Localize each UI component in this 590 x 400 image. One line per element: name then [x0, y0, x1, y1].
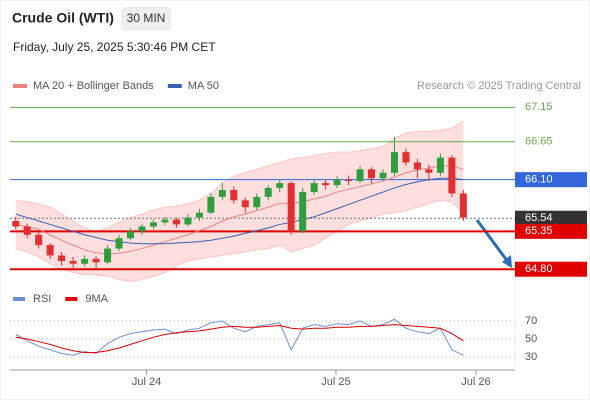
candle-body	[333, 179, 341, 186]
candle-body	[46, 245, 54, 256]
level-label: 65.54	[525, 212, 553, 224]
candle-body	[218, 190, 226, 197]
timestamp: Friday, July 25, 2025 5:30:46 PM CET	[13, 40, 216, 54]
legend-label: RSI	[33, 293, 51, 305]
candle-body	[58, 255, 66, 261]
rsi-tick-label: 50	[525, 333, 537, 345]
x-tick-label: Jul 25	[321, 376, 350, 388]
credit: Research © 2025 Trading Central	[417, 80, 581, 92]
level-label: 66.10	[525, 174, 553, 186]
candle-body	[276, 183, 284, 188]
candle-body	[448, 157, 456, 194]
x-tick-label: Jul 24	[132, 376, 161, 388]
candle-body	[287, 183, 295, 232]
arrow-head	[502, 255, 512, 268]
candle-body	[35, 234, 43, 246]
candle-body	[127, 231, 135, 239]
candle-body	[264, 187, 272, 197]
interval-label[interactable]: 30 MIN	[127, 11, 166, 25]
candle-body	[310, 183, 318, 193]
candle-body	[81, 258, 89, 264]
candle-body	[253, 196, 261, 208]
bollinger-lower	[15, 199, 464, 283]
candle-body	[161, 219, 169, 223]
legend-label: MA 20 + Bollinger Bands	[33, 80, 154, 92]
candle-body	[207, 196, 215, 213]
level-tag	[515, 210, 587, 226]
candle-body	[436, 157, 444, 173]
x-tick-label: Jul 26	[461, 376, 490, 388]
level-tag	[515, 261, 587, 277]
bollinger-upper	[15, 120, 464, 232]
level-label: 67.15	[525, 101, 553, 113]
candle-body	[390, 152, 398, 173]
candle-body	[379, 172, 387, 179]
candle-body	[356, 169, 364, 182]
candle-body	[138, 226, 146, 232]
level-label: 64.80	[525, 263, 553, 275]
candle-body	[172, 219, 180, 225]
bollinger-fill	[15, 121, 464, 282]
candle-body	[230, 190, 238, 201]
level-label: 65.35	[525, 225, 553, 237]
candle-body	[149, 222, 157, 227]
instrument-title: Crude Oil (WTI)	[12, 10, 114, 26]
candle-body	[322, 183, 330, 186]
candle-body	[241, 200, 249, 208]
candle-body	[459, 193, 467, 218]
level-label: 66.65	[525, 136, 553, 148]
candle-body	[402, 152, 410, 163]
rsi-tick-label: 30	[525, 351, 537, 363]
candle-body	[115, 238, 123, 249]
forecast-arrow	[475, 219, 510, 263]
candle-body	[425, 169, 433, 173]
candle-body	[69, 260, 77, 264]
legend-label: MA 50	[188, 80, 219, 92]
level-tag	[515, 172, 587, 188]
rsi-line	[15, 324, 464, 353]
legend-label: 9MA	[85, 293, 108, 305]
moving-average	[15, 177, 464, 245]
level-tag	[515, 223, 587, 239]
candle-body	[184, 217, 192, 225]
interval-badge[interactable]	[121, 7, 171, 31]
candle-body	[299, 192, 307, 232]
moving-average	[15, 165, 464, 255]
rsi-tick-label: 70	[525, 315, 537, 327]
candle-body	[12, 221, 20, 227]
candle-body	[345, 179, 353, 182]
candle-body	[195, 212, 203, 218]
candle-body	[23, 226, 31, 235]
candle-body	[368, 169, 376, 179]
candle-body	[104, 248, 112, 263]
candle-body	[413, 162, 421, 170]
candle-body	[92, 258, 100, 263]
